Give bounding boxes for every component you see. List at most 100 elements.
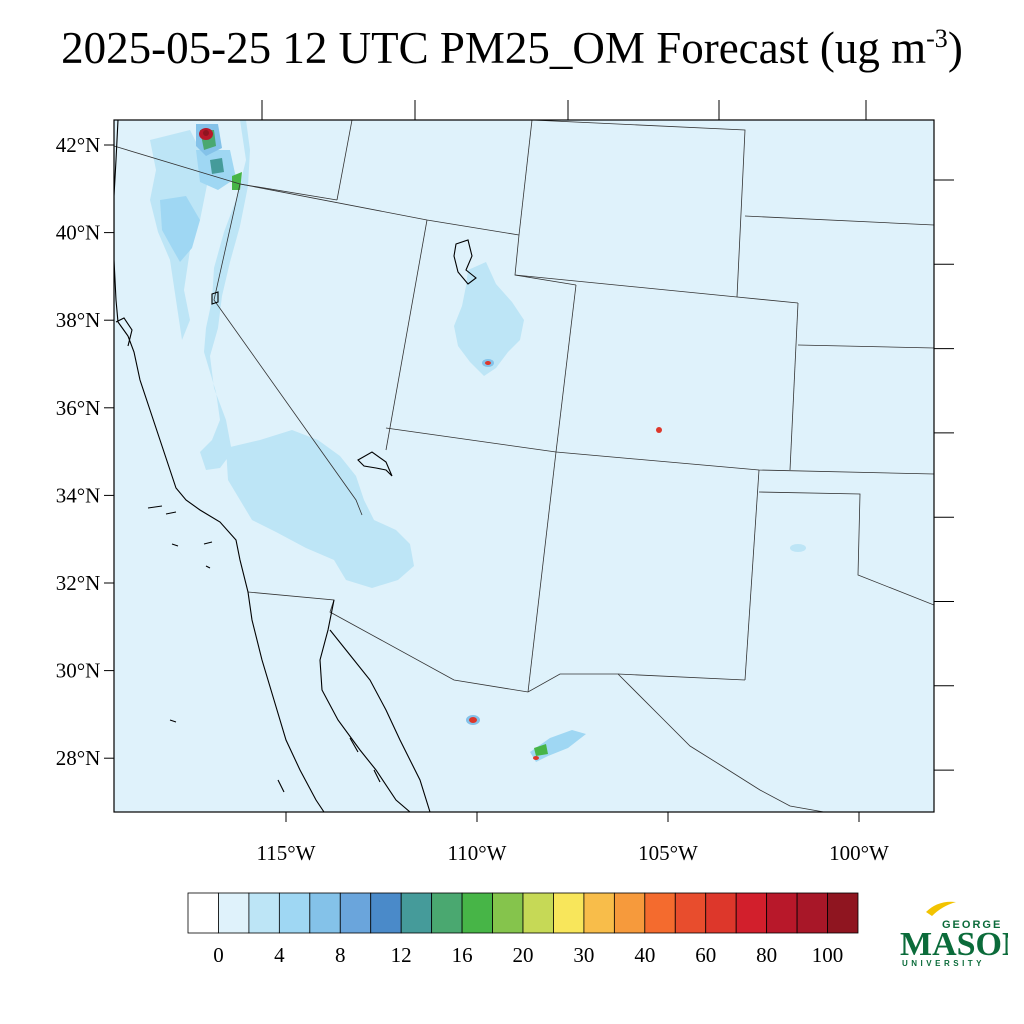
title-close: ) bbox=[947, 23, 963, 73]
colorbar-swatch bbox=[218, 892, 250, 934]
az-nm-border bbox=[527, 451, 557, 693]
colorbar-labels: 0 4 8 12 16 20 30 40 60 80 100 bbox=[213, 943, 843, 967]
mojave-haze bbox=[226, 430, 414, 588]
utah-haze bbox=[454, 262, 524, 376]
texas-haze bbox=[790, 544, 806, 552]
lat-label: 40°N bbox=[56, 221, 101, 245]
four-corners-border bbox=[385, 427, 934, 475]
lon-label: 115°W bbox=[257, 841, 316, 865]
colorbar-label: 30 bbox=[573, 943, 594, 967]
colorbar-swatch bbox=[187, 892, 219, 934]
lat-label: 36°N bbox=[56, 396, 101, 420]
nm-tx-border bbox=[744, 469, 760, 681]
nv-ut-border bbox=[385, 219, 428, 451]
colorbar-swatch bbox=[431, 892, 463, 934]
right-ticks bbox=[934, 179, 954, 771]
sierra-madre-hotspot-red bbox=[533, 756, 539, 760]
map-frame bbox=[113, 119, 935, 813]
lat-label: 38°N bbox=[56, 308, 101, 332]
colorbar-label: 16 bbox=[452, 943, 473, 967]
colorbar-label: 40 bbox=[634, 943, 655, 967]
lake-tahoe bbox=[211, 291, 219, 305]
colorbar-swatch bbox=[248, 892, 280, 934]
ne-ks-border bbox=[789, 302, 799, 471]
lat-label: 30°N bbox=[56, 659, 101, 683]
channel-islands bbox=[147, 505, 213, 723]
colorbar-swatch bbox=[492, 892, 524, 934]
colorbar-swatch bbox=[674, 892, 707, 934]
colorbar-swatch bbox=[553, 892, 585, 934]
ut-north-border bbox=[514, 234, 577, 286]
colorbar-swatch bbox=[644, 892, 676, 934]
ut-co-border bbox=[555, 284, 577, 453]
ca-nv-border bbox=[213, 183, 363, 516]
concentration-fields bbox=[148, 120, 806, 762]
state-boundaries bbox=[114, 120, 934, 812]
lat-label: 34°N bbox=[56, 483, 101, 507]
map-layers bbox=[114, 120, 934, 812]
nv-north-border bbox=[239, 183, 520, 236]
title-text: 2025-05-25 12 UTC PM25_OM Forecast (ug m bbox=[61, 23, 927, 73]
colorbar-swatch bbox=[400, 892, 433, 934]
logo-george: GEORGE bbox=[942, 919, 1002, 931]
logo-university: UNIVERSITY bbox=[902, 959, 985, 968]
colorbar-swatch bbox=[278, 892, 311, 934]
colorbar-label: 0 bbox=[213, 943, 224, 967]
colorbar-swatch bbox=[796, 892, 828, 934]
colorbar-swatch bbox=[309, 892, 341, 934]
id-wy-border bbox=[518, 120, 533, 236]
nv-border-hotspot bbox=[210, 158, 224, 174]
colorbar-swatch bbox=[461, 892, 493, 934]
longitude-labels: 115°W 110°W 105°W 100°W bbox=[257, 812, 889, 865]
colorbar-label: 60 bbox=[695, 943, 716, 967]
sierra-nevada-core bbox=[160, 196, 200, 262]
colorbar-swatch bbox=[705, 892, 737, 934]
lon-label: 110°W bbox=[448, 841, 507, 865]
lat-label: 42°N bbox=[56, 133, 101, 157]
baja-gulf-coast bbox=[319, 599, 411, 812]
colorbar-label: 100 bbox=[812, 943, 844, 967]
gulf-islands bbox=[277, 737, 381, 793]
chihuahua-hotspot bbox=[469, 717, 477, 723]
mexico-state-line bbox=[617, 673, 746, 681]
colorbar-label: 12 bbox=[391, 943, 412, 967]
northern-ca-hotspot-red-core bbox=[203, 130, 209, 136]
logo-mason: MASON bbox=[900, 926, 1008, 963]
lat-label: 32°N bbox=[56, 571, 101, 595]
sierra-madre-hotspot-green bbox=[534, 744, 548, 756]
colorbar-label: 8 bbox=[335, 943, 346, 967]
colorbar-label: 4 bbox=[274, 943, 285, 967]
logo-swoosh-icon bbox=[926, 901, 956, 916]
colorbar-label: 80 bbox=[756, 943, 777, 967]
lon-label: 100°W bbox=[829, 841, 889, 865]
colorbar-swatch bbox=[827, 892, 859, 934]
colorbar bbox=[187, 892, 859, 934]
page-title: 2025-05-25 12 UTC PM25_OM Forecast (ug m… bbox=[0, 22, 1024, 74]
latitude-labels: 42°N 40°N 38°N 36°N 34°N 32°N 30°N 28°N bbox=[56, 133, 114, 770]
gmu-logo: GEORGE MASON UNIVERSITY bbox=[900, 901, 1008, 968]
mt-wy-border bbox=[531, 120, 746, 298]
ks-north-border bbox=[797, 344, 934, 349]
colorbar-swatch bbox=[613, 892, 646, 934]
id-border bbox=[336, 120, 353, 201]
colorbar-swatch bbox=[583, 892, 615, 934]
sonora-coast bbox=[329, 629, 431, 812]
ok-tx-border bbox=[758, 491, 934, 606]
sd-ne-border bbox=[744, 215, 934, 226]
colorbar-swatch bbox=[522, 892, 554, 934]
california-coast bbox=[114, 120, 325, 812]
colorbar-swatch bbox=[766, 892, 798, 934]
lake-mead bbox=[357, 451, 393, 477]
great-salt-lake bbox=[453, 239, 477, 285]
coastlines bbox=[114, 120, 477, 812]
colorbar-swatch bbox=[735, 892, 768, 934]
colorbar-swatch bbox=[370, 892, 402, 934]
sf-bay bbox=[115, 317, 133, 347]
colorado-hotspot bbox=[656, 427, 662, 433]
top-ticks bbox=[261, 100, 867, 120]
title-unit-exponent: -3 bbox=[926, 24, 948, 53]
lon-label: 105°W bbox=[638, 841, 698, 865]
lat-label: 28°N bbox=[56, 746, 101, 770]
colorbar-swatch bbox=[339, 892, 372, 934]
